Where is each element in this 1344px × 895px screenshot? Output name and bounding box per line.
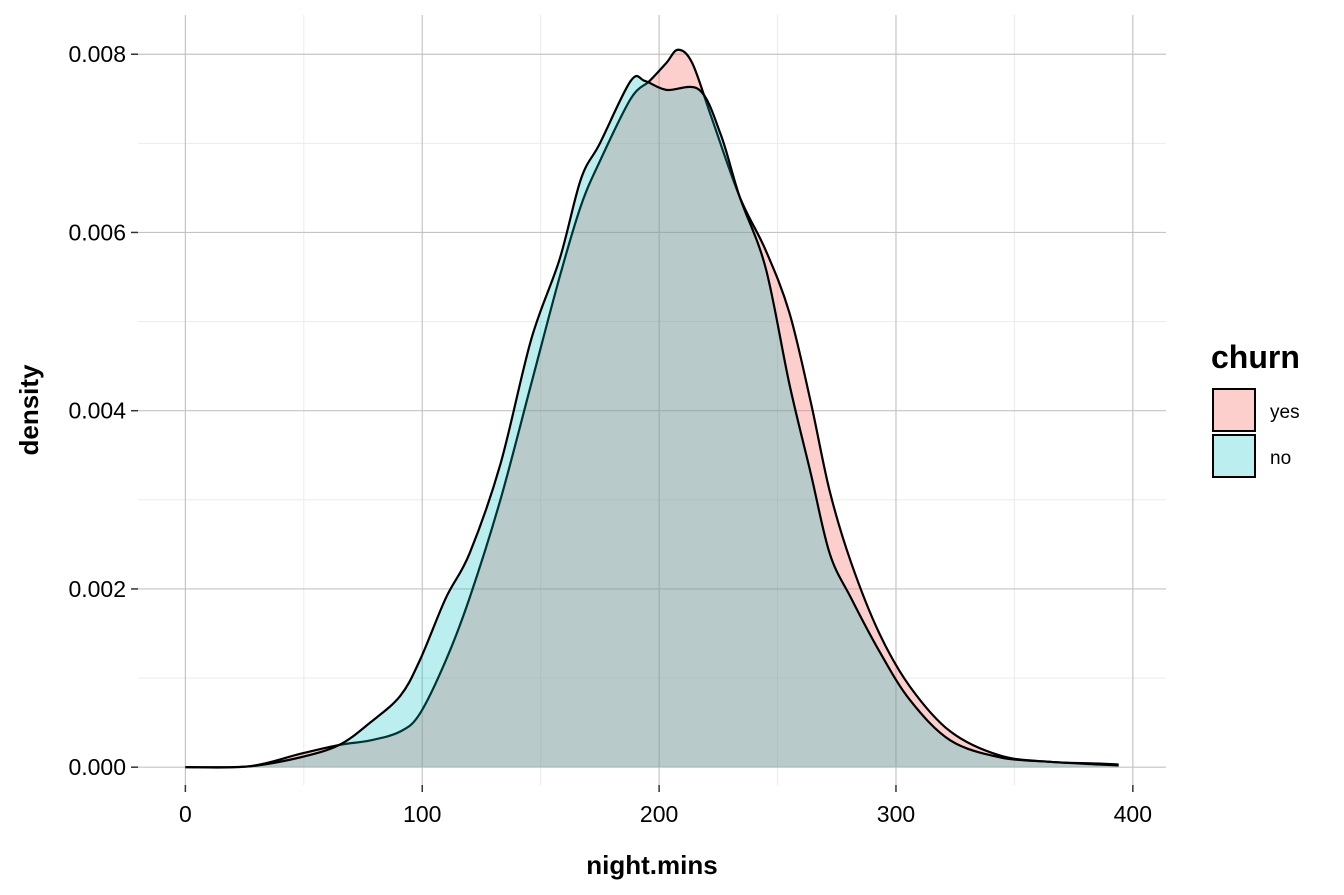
- y-tick-label: 0.000: [68, 754, 126, 780]
- legend-key-no: [1212, 434, 1256, 478]
- y-tick-label: 0.004: [68, 398, 126, 424]
- legend-title: churn: [1211, 339, 1300, 375]
- legend-key-yes: [1212, 388, 1256, 432]
- y-axis-title: density: [14, 364, 44, 456]
- grid: [138, 15, 1166, 785]
- x-tick-label: 400: [1114, 801, 1152, 827]
- density-areas: [185, 48, 1119, 769]
- y-tick-label: 0.006: [68, 219, 126, 245]
- density-line-no: [185, 74, 1119, 769]
- x-axis: 0 100 200 300 400: [179, 785, 1152, 827]
- density-area-yes: [185, 49, 1119, 768]
- y-axis: 0.000 0.002 0.004 0.006 0.008: [68, 41, 138, 780]
- y-tick-label: 0.008: [68, 41, 126, 67]
- x-tick-label: 200: [640, 801, 678, 827]
- legend-label-no: no: [1270, 448, 1291, 469]
- legend-label-yes: yes: [1270, 402, 1300, 423]
- x-tick-label: 100: [403, 801, 441, 827]
- x-axis-title: night.mins: [586, 850, 717, 880]
- y-tick-label: 0.002: [68, 576, 126, 602]
- x-tick-label: 300: [877, 801, 915, 827]
- x-tick-label: 0: [179, 801, 192, 827]
- legend: churn yes no: [1211, 339, 1300, 478]
- density-line-yes: [185, 48, 1119, 769]
- density-area-no: [185, 75, 1119, 768]
